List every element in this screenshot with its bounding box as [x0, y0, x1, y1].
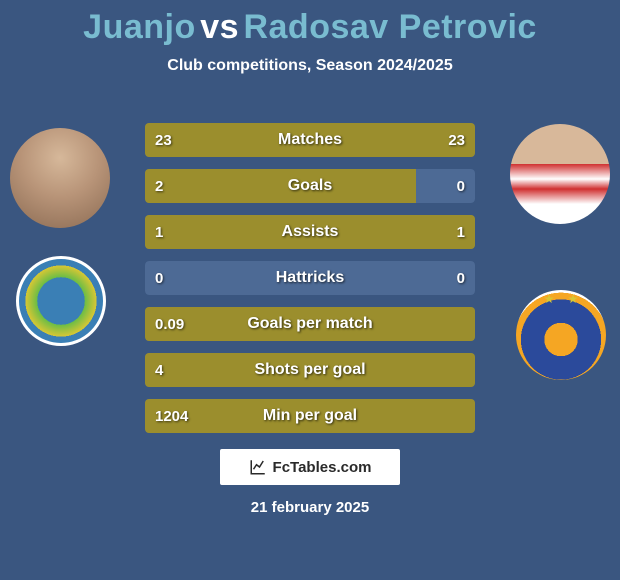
stat-label: Shots per goal: [145, 353, 475, 387]
stat-row: 0.09Goals per match: [145, 307, 475, 341]
stat-row: 1Assists1: [145, 215, 475, 249]
player1-club-badge: [16, 256, 106, 346]
stat-label: Hattricks: [145, 261, 475, 295]
player1-name: Juanjo: [83, 8, 196, 46]
stat-right-value: [455, 399, 475, 433]
stat-right-value: 0: [447, 261, 475, 295]
date-text: 21 february 2025: [0, 499, 620, 516]
vs-text: vs: [200, 8, 239, 46]
stat-row: 4Shots per goal: [145, 353, 475, 387]
stat-right-value: [455, 307, 475, 341]
player1-avatar: [10, 128, 110, 228]
stat-right-value: [455, 353, 475, 387]
player2-avatar: [510, 124, 610, 224]
stats-table: 23Matches232Goals01Assists10Hattricks00.…: [145, 123, 475, 433]
stat-label: Goals: [145, 169, 475, 203]
player2-club-badge: [516, 290, 606, 380]
stat-row: 1204Min per goal: [145, 399, 475, 433]
player2-name: Radosav Petrovic: [243, 8, 536, 46]
stat-label: Assists: [145, 215, 475, 249]
stat-row: 23Matches23: [145, 123, 475, 157]
stat-right-value: 23: [438, 123, 475, 157]
stat-right-value: 0: [447, 169, 475, 203]
stat-label: Goals per match: [145, 307, 475, 341]
stat-right-value: 1: [447, 215, 475, 249]
stat-label: Min per goal: [145, 399, 475, 433]
stat-row: 0Hattricks0: [145, 261, 475, 295]
stat-label: Matches: [145, 123, 475, 157]
branding-badge[interactable]: FcTables.com: [220, 449, 400, 485]
title-row: Juanjo vs Radosav Petrovic: [0, 0, 620, 47]
subtitle: Club competitions, Season 2024/2025: [0, 57, 620, 75]
branding-text: FcTables.com: [273, 459, 372, 476]
chart-icon: [249, 458, 267, 476]
stat-row: 2Goals0: [145, 169, 475, 203]
